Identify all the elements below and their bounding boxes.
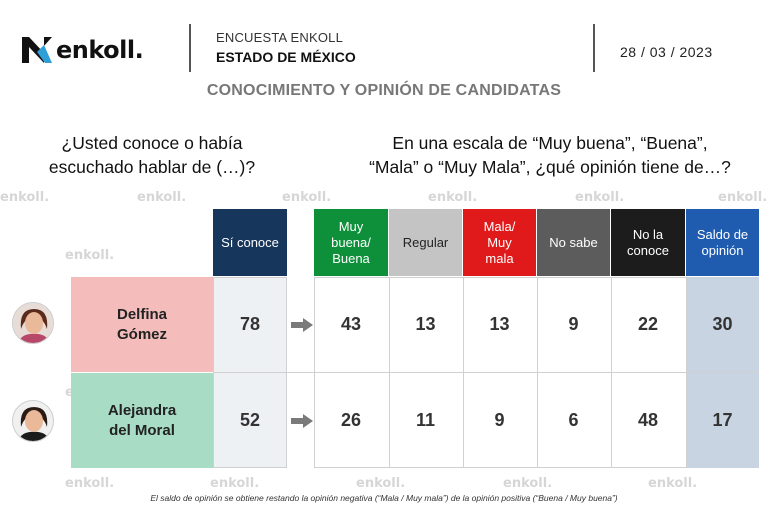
candidate-name-line: Delfina bbox=[116, 305, 167, 323]
column-header-saldo: Saldo de opinión bbox=[686, 209, 759, 276]
watermark: enkoll. bbox=[210, 476, 260, 491]
candidate-name-line: Alejandra bbox=[107, 401, 177, 419]
survey-label: ENCUESTA ENKOLL bbox=[216, 30, 344, 45]
column-header-line: conoce bbox=[627, 242, 669, 258]
watermark: enkoll. bbox=[648, 476, 698, 491]
candidate-avatar bbox=[12, 302, 54, 344]
watermark: enkoll. bbox=[282, 190, 332, 205]
grid-line bbox=[213, 372, 759, 373]
question-opinion: En una escala de “Muy buena”, “Buena”, “… bbox=[326, 131, 768, 179]
column-header-nosabe: No sabe bbox=[537, 209, 610, 276]
candidate-name-cell: Delfina Gómez bbox=[71, 277, 213, 372]
chart-subtitle: CONOCIMIENTO Y OPINIÓN DE CANDIDATAS bbox=[206, 82, 562, 99]
question-awareness-line-1: ¿Usted conoce o había bbox=[61, 133, 243, 153]
column-header-line: No sabe bbox=[549, 234, 598, 250]
column-header-line: No la bbox=[632, 226, 664, 242]
awareness-column-border bbox=[213, 277, 287, 468]
enkoll-logo-icon bbox=[22, 37, 52, 63]
column-header-line: Muy bbox=[487, 234, 512, 250]
candidate-name-line: Gómez bbox=[116, 325, 167, 343]
column-header-line: Muy bbox=[338, 218, 364, 234]
watermark: enkoll. bbox=[718, 190, 768, 205]
value-cell-saldo: 30 bbox=[686, 277, 759, 372]
column-header-buena: Muy buena/Buena bbox=[314, 209, 388, 276]
watermark: enkoll. bbox=[137, 190, 187, 205]
value-cell-nosabe: 9 bbox=[568, 314, 579, 334]
watermark: enkoll. bbox=[65, 248, 115, 263]
watermark: enkoll. bbox=[503, 476, 553, 491]
candidate-name-line: del Moral bbox=[109, 421, 175, 439]
column-header-line: Sí conoce bbox=[221, 234, 279, 250]
value-cell-regular: 11 bbox=[415, 410, 436, 430]
column-header-conoce: Sí conoce bbox=[213, 209, 287, 276]
candidate-avatar bbox=[12, 400, 54, 442]
column-header-noconoce: No la conoce bbox=[611, 209, 685, 276]
value-cell-conoce: 52 bbox=[213, 373, 287, 468]
column-header-line: mala bbox=[485, 250, 514, 266]
person-photo-icon bbox=[13, 303, 53, 343]
state-label: ESTADO DE MÉXICO bbox=[216, 49, 356, 65]
value-cell-mala: 13 bbox=[489, 314, 510, 334]
watermark: enkoll. bbox=[0, 190, 50, 205]
column-header-line: Mala/ bbox=[483, 218, 516, 234]
value-cell-saldo: 17 bbox=[686, 373, 759, 468]
column-header-line: buena/ bbox=[331, 234, 371, 250]
value-cell-noconoce: 48 bbox=[637, 410, 659, 430]
header-divider-left bbox=[189, 24, 191, 72]
header-divider-right bbox=[593, 24, 595, 72]
column-header-line: Buena bbox=[332, 250, 370, 266]
arrow-right-icon bbox=[291, 413, 313, 428]
column-header-mala: Mala/Muy mala bbox=[463, 209, 536, 276]
footnote: El saldo de opinión se obtiene restando … bbox=[150, 493, 618, 503]
watermark: enkoll. bbox=[65, 476, 115, 491]
value-cell-regular: 13 bbox=[415, 314, 436, 334]
value-cell-buena: 26 bbox=[340, 410, 362, 430]
watermark: enkoll. bbox=[428, 190, 478, 205]
value-cell-buena: 43 bbox=[340, 314, 362, 334]
person-photo-icon bbox=[13, 401, 53, 441]
value-cell-noconoce: 22 bbox=[637, 314, 659, 334]
candidate-name-cell: Alejandra del Moral bbox=[71, 373, 213, 468]
column-header-line: Regular bbox=[402, 234, 449, 250]
column-header-line: opinión bbox=[701, 242, 744, 258]
enkoll-logo: enkoll. bbox=[20, 30, 144, 70]
question-opinion-line-2: “Mala” o “Muy Mala”, ¿qué opinión tiene … bbox=[369, 157, 731, 177]
value-cell-mala: 9 bbox=[494, 410, 505, 430]
column-header-line: Saldo de bbox=[696, 226, 749, 242]
question-awareness-line-2: escuchado hablar de (…)? bbox=[48, 157, 256, 177]
question-opinion-line-1: En una escala de “Muy buena”, “Buena”, bbox=[392, 133, 708, 153]
watermark: enkoll. bbox=[575, 190, 625, 205]
question-awareness: ¿Usted conoce o había escuchado hablar d… bbox=[22, 131, 282, 179]
value-cell-conoce: 78 bbox=[213, 277, 287, 372]
arrow-right-icon bbox=[291, 317, 313, 332]
watermark: enkoll. bbox=[356, 476, 406, 491]
brand-name: enkoll. bbox=[56, 36, 144, 64]
survey-date: 28 / 03 / 2023 bbox=[620, 44, 713, 60]
column-header-regular: Regular bbox=[389, 209, 462, 276]
value-cell-nosabe: 6 bbox=[568, 410, 579, 430]
